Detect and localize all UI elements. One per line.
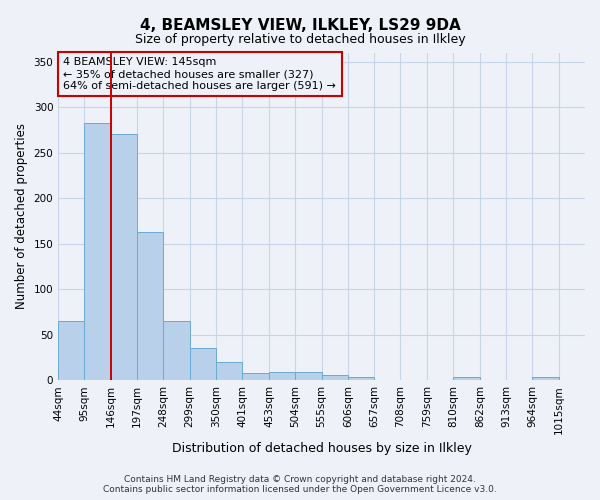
Bar bbox=[85, 122, 111, 380]
Bar bbox=[163, 321, 190, 380]
Bar bbox=[532, 378, 559, 380]
Bar bbox=[137, 232, 163, 380]
Text: Contains HM Land Registry data © Crown copyright and database right 2024.
Contai: Contains HM Land Registry data © Crown c… bbox=[103, 474, 497, 494]
Bar bbox=[585, 378, 600, 380]
Bar bbox=[453, 378, 480, 380]
X-axis label: Distribution of detached houses by size in Ilkley: Distribution of detached houses by size … bbox=[172, 442, 472, 455]
Bar bbox=[322, 374, 348, 380]
Bar bbox=[348, 376, 374, 380]
Text: 4 BEAMSLEY VIEW: 145sqm
← 35% of detached houses are smaller (327)
64% of semi-d: 4 BEAMSLEY VIEW: 145sqm ← 35% of detache… bbox=[64, 58, 337, 90]
Text: Size of property relative to detached houses in Ilkley: Size of property relative to detached ho… bbox=[134, 32, 466, 46]
Text: 4, BEAMSLEY VIEW, ILKLEY, LS29 9DA: 4, BEAMSLEY VIEW, ILKLEY, LS29 9DA bbox=[140, 18, 460, 32]
Bar bbox=[111, 134, 137, 380]
Bar bbox=[216, 362, 242, 380]
Bar bbox=[190, 348, 216, 380]
Y-axis label: Number of detached properties: Number of detached properties bbox=[15, 124, 28, 310]
Bar bbox=[269, 372, 295, 380]
Bar bbox=[242, 373, 269, 380]
Bar bbox=[295, 372, 322, 380]
Bar bbox=[58, 321, 85, 380]
